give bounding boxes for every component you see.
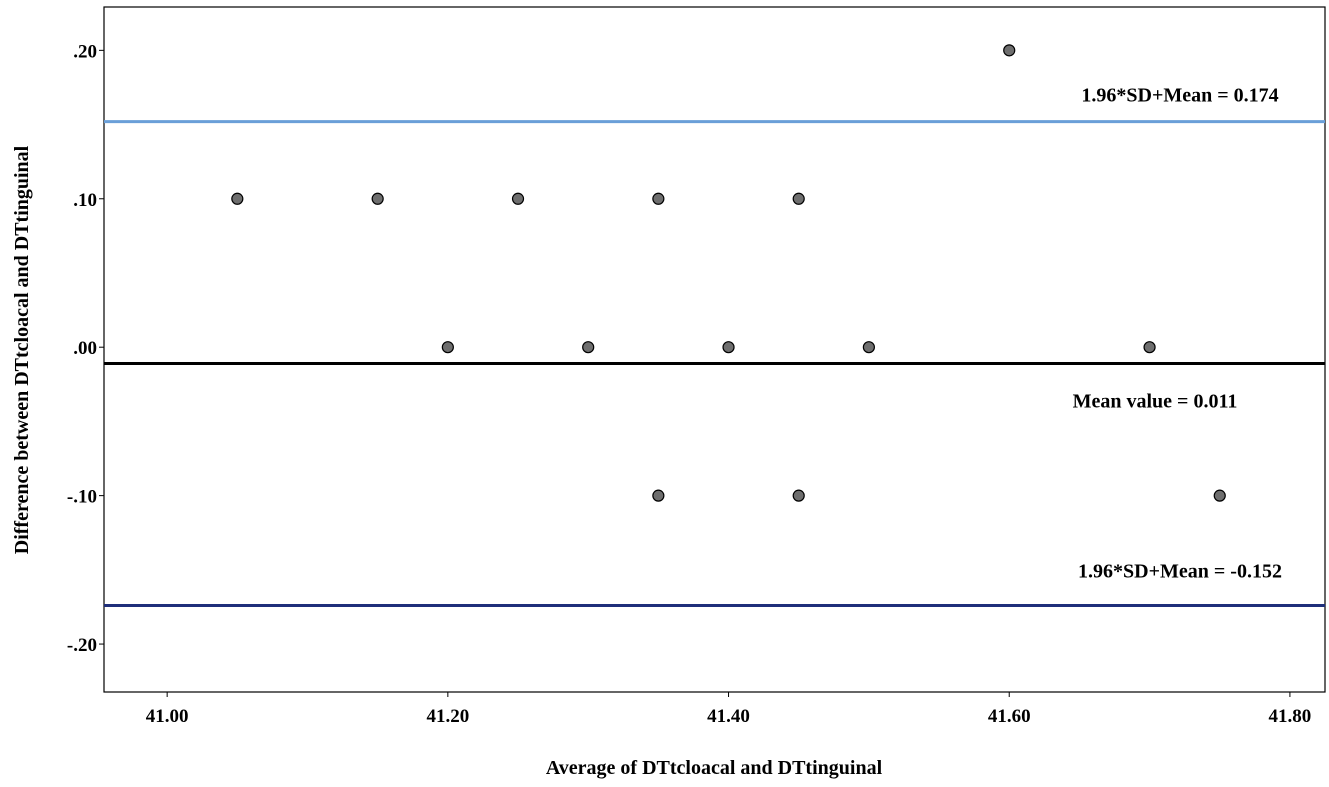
data-point bbox=[1213, 489, 1226, 502]
y-tick-label: .10 bbox=[73, 190, 97, 211]
data-point bbox=[792, 192, 805, 205]
x-tick-label: 41.60 bbox=[988, 706, 1031, 727]
reference-lines bbox=[104, 120, 1325, 607]
reference-line-label: 1.96*SD+Mean = 0.174 bbox=[1081, 85, 1278, 107]
data-point bbox=[582, 341, 595, 354]
reference-labels: 1.96*SD+Mean = 0.174 Mean value = 0.011 1.… bbox=[1073, 85, 1282, 583]
plot-frame bbox=[103, 6, 1326, 693]
y-tick-label: -.20 bbox=[67, 635, 97, 656]
x-tick-label: 41.00 bbox=[146, 706, 189, 727]
x-tick-label: 41.80 bbox=[1269, 706, 1312, 727]
data-point bbox=[231, 192, 244, 205]
y-tick-label: .20 bbox=[73, 41, 97, 62]
data-point bbox=[371, 192, 384, 205]
data-point bbox=[1003, 44, 1016, 57]
x-axis-label: Average of DTtcloacal and DTtinguinal bbox=[546, 757, 883, 779]
data-point bbox=[722, 341, 735, 354]
data-point bbox=[511, 192, 525, 205]
data-point bbox=[652, 489, 665, 502]
x-tick-label: 41.40 bbox=[707, 706, 750, 727]
y-tick-label: .00 bbox=[73, 338, 97, 359]
y-axis-label: Difference between DTtcloacal and DTting… bbox=[11, 145, 33, 554]
data-point bbox=[862, 341, 875, 354]
data-point bbox=[441, 341, 454, 354]
y-axis-ticks: .20 .10 .00 -.10 -.20 bbox=[67, 41, 104, 656]
data-point bbox=[652, 192, 665, 205]
x-axis-ticks: 41.00 41.20 41.40 41.60 41.80 bbox=[146, 692, 1312, 727]
x-tick-label: 41.20 bbox=[426, 706, 469, 727]
data-point bbox=[1143, 341, 1156, 354]
data-points bbox=[231, 44, 1226, 502]
data-point bbox=[792, 489, 805, 502]
y-tick-label: -.10 bbox=[67, 487, 97, 508]
reference-line-label: Mean value = 0.011 bbox=[1073, 391, 1238, 413]
reference-line-label: 1.96*SD+Mean = -0.152 bbox=[1078, 560, 1282, 582]
